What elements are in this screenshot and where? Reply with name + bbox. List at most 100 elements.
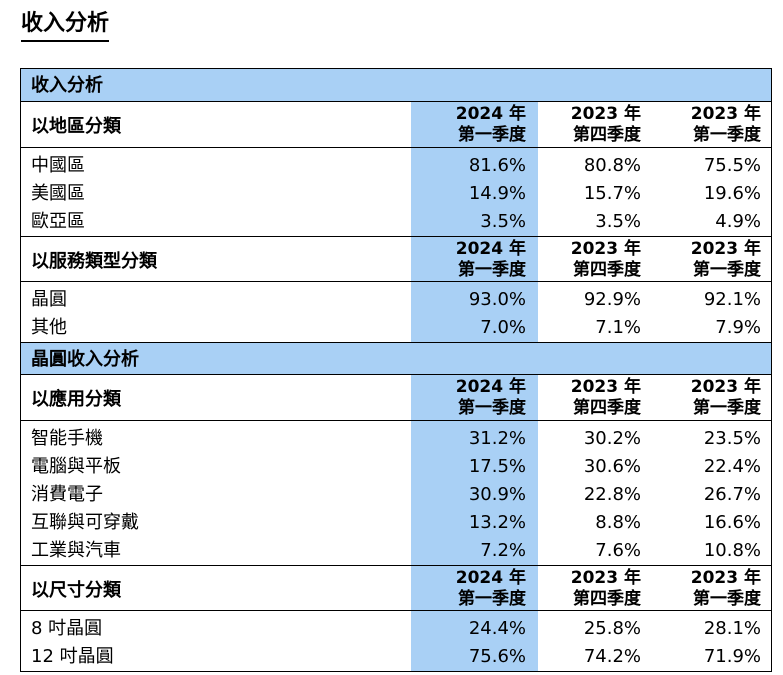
column-header-quarter: 第四季度 <box>573 589 641 609</box>
column-header-quarter: 第四季度 <box>573 260 641 280</box>
row-value: 80.8% <box>583 155 641 176</box>
section-header: 以服務類型分類 2024 年第一季度 2023 年第四季度 2023 年第一季度 <box>21 236 771 282</box>
row-value: 28.1% <box>703 618 761 639</box>
column-header: 2023 年第四季度 <box>538 102 651 147</box>
row-value: 7.1% <box>595 317 641 338</box>
column-header-quarter: 第一季度 <box>458 260 526 280</box>
row-label: 智能手機 <box>31 428 103 449</box>
column-header: 2023 年第一季度 <box>651 237 771 281</box>
row-value: 92.1% <box>703 289 761 310</box>
row-label: 工業與汽車 <box>31 540 121 561</box>
column-header-quarter: 第四季度 <box>573 398 641 418</box>
column-header: 2023 年第一季度 <box>651 566 771 610</box>
column-header-year: 2023 年 <box>570 568 641 588</box>
spacer <box>21 148 771 152</box>
column-header-year: 2024 年 <box>455 377 526 397</box>
column-header-year: 2023 年 <box>690 104 761 124</box>
page-title: 收入分析 <box>21 10 110 42</box>
section-band-revenue: 收入分析 <box>21 69 771 102</box>
row-label: 消費電子 <box>31 484 103 505</box>
row-value: 22.4% <box>703 456 761 477</box>
row-value: 3.5% <box>411 208 538 236</box>
column-header: 2023 年第一季度 <box>651 102 771 147</box>
row-label: 互聯與可穿戴 <box>31 512 139 533</box>
section-header: 以地區分類 2024 年第一季度 2023 年第四季度 2023 年第一季度 <box>21 102 771 148</box>
table-row: 工業與汽車 7.2% 7.6% 10.8% <box>21 537 771 565</box>
column-header-year: 2024 年 <box>455 104 526 124</box>
column-header-quarter: 第一季度 <box>693 589 761 609</box>
column-header-quarter: 第一季度 <box>693 398 761 418</box>
table-row: 12 吋晶圓 75.6% 74.2% 71.9% <box>21 643 771 671</box>
row-value: 7.0% <box>411 314 538 342</box>
column-header-year: 2023 年 <box>690 568 761 588</box>
column-header-quarter: 第一季度 <box>693 125 761 145</box>
table-row: 中國區 81.6% 80.8% 75.5% <box>21 152 771 180</box>
column-header-quarter: 第一季度 <box>458 589 526 609</box>
row-value: 75.6% <box>411 643 538 671</box>
column-header-quarter: 第一季度 <box>458 125 526 145</box>
row-value: 15.7% <box>583 183 641 204</box>
row-value: 7.6% <box>595 540 641 561</box>
spacer <box>21 421 771 425</box>
column-header: 2024 年第一季度 <box>411 102 538 147</box>
row-value: 23.5% <box>703 428 761 449</box>
column-header: 2023 年第四季度 <box>538 375 651 420</box>
column-header-year: 2024 年 <box>455 568 526 588</box>
table-row: 電腦與平板 17.5% 30.6% 22.4% <box>21 453 771 481</box>
section-title: 以應用分類 <box>31 389 121 410</box>
column-header-quarter: 第四季度 <box>573 125 641 145</box>
row-value: 30.2% <box>583 428 641 449</box>
row-value: 24.4% <box>411 615 538 643</box>
column-header-year: 2023 年 <box>690 377 761 397</box>
section-title: 以服務類型分類 <box>31 251 157 272</box>
table-row: 消費電子 30.9% 22.8% 26.7% <box>21 481 771 509</box>
row-value: 16.6% <box>703 512 761 533</box>
column-header-year: 2023 年 <box>570 104 641 124</box>
table-row: 互聯與可穿戴 13.2% 8.8% 16.6% <box>21 509 771 537</box>
row-value: 22.8% <box>583 484 641 505</box>
table-row: 歐亞區 3.5% 3.5% 4.9% <box>21 208 771 236</box>
column-header-quarter: 第一季度 <box>458 398 526 418</box>
row-value: 10.8% <box>703 540 761 561</box>
row-value: 26.7% <box>703 484 761 505</box>
row-label: 晶圓 <box>31 289 67 310</box>
row-value: 74.2% <box>583 646 641 667</box>
column-header-quarter: 第一季度 <box>693 260 761 280</box>
row-value: 30.6% <box>583 456 641 477</box>
column-header: 2024 年第一季度 <box>411 375 538 420</box>
column-header: 2023 年第四季度 <box>538 566 651 610</box>
column-header-year: 2023 年 <box>570 239 641 259</box>
row-value: 3.5% <box>595 211 641 232</box>
row-value: 17.5% <box>411 453 538 481</box>
column-header: 2024 年第一季度 <box>411 566 538 610</box>
row-value: 14.9% <box>411 180 538 208</box>
row-value: 7.2% <box>411 537 538 565</box>
row-label: 美國區 <box>31 183 85 204</box>
table-row: 美國區 14.9% 15.7% 19.6% <box>21 180 771 208</box>
row-value: 25.8% <box>583 618 641 639</box>
table-row: 其他 7.0% 7.1% 7.9% <box>21 314 771 342</box>
table-row: 智能手機 31.2% 30.2% 23.5% <box>21 425 771 453</box>
row-value: 31.2% <box>411 425 538 453</box>
row-value: 7.9% <box>715 317 761 338</box>
row-value: 75.5% <box>703 155 761 176</box>
row-value: 19.6% <box>703 183 761 204</box>
section-header: 以應用分類 2024 年第一季度 2023 年第四季度 2023 年第一季度 <box>21 375 771 421</box>
row-value: 92.9% <box>583 289 641 310</box>
row-value: 4.9% <box>715 211 761 232</box>
row-label: 8 吋晶圓 <box>31 618 103 639</box>
column-header-year: 2023 年 <box>690 239 761 259</box>
column-header-year: 2024 年 <box>455 239 526 259</box>
row-label: 中國區 <box>31 155 85 176</box>
row-label: 12 吋晶圓 <box>31 646 114 667</box>
row-value: 13.2% <box>411 509 538 537</box>
spacer <box>21 282 771 286</box>
row-value: 30.9% <box>411 481 538 509</box>
row-value: 71.9% <box>703 646 761 667</box>
row-label: 其他 <box>31 317 67 338</box>
table-row: 8 吋晶圓 24.4% 25.8% 28.1% <box>21 615 771 643</box>
spacer <box>21 611 771 615</box>
row-value: 93.0% <box>411 286 538 314</box>
section-title: 以地區分類 <box>31 116 121 137</box>
section-band-wafer-revenue: 晶圓收入分析 <box>21 342 771 375</box>
